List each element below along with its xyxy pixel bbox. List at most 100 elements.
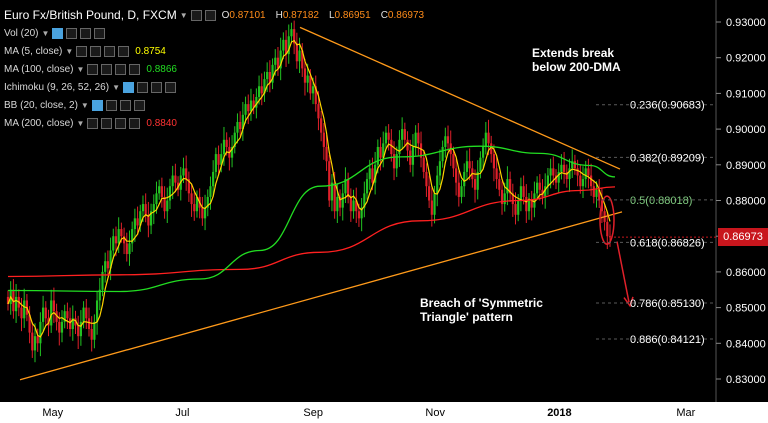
candle-body	[217, 154, 220, 165]
candle-body	[82, 307, 85, 322]
indicator-row-ma5[interactable]: MA (5, close) ▼ 0.8754	[4, 42, 428, 60]
candle-body	[425, 171, 428, 187]
x-tick-label: Nov	[425, 407, 445, 419]
close-icon[interactable]	[164, 81, 176, 93]
ohlc-high-value: 0.87182	[282, 9, 319, 21]
candle-body	[376, 146, 379, 165]
candle-body	[93, 321, 96, 340]
candle-body	[479, 157, 482, 172]
candle-body	[395, 154, 398, 169]
settings-icon[interactable]	[101, 63, 113, 75]
candle-body	[136, 218, 139, 226]
chevron-down-icon[interactable]: ▼	[41, 28, 50, 38]
ma100-line	[7, 145, 616, 293]
ma200-line	[7, 186, 616, 278]
chevron-down-icon[interactable]: ▼	[80, 100, 89, 110]
candle-body	[484, 132, 487, 147]
candle-body	[249, 100, 253, 112]
candle-body	[430, 200, 433, 215]
candle-body	[68, 318, 72, 330]
close-icon[interactable]	[129, 117, 141, 129]
ohlc-close-label: C	[380, 9, 388, 21]
legend: Euro Fx/British Pound, D, FXCM ▼ O 0.8710…	[4, 6, 428, 132]
options-icon[interactable]	[204, 9, 216, 21]
chevron-down-icon[interactable]: ▼	[179, 10, 188, 20]
candle-body	[60, 321, 64, 333]
x-tick-label: May	[42, 407, 63, 419]
candle-body	[255, 96, 258, 108]
indicator-row-volume[interactable]: Vol (20) ▼	[4, 24, 428, 42]
chevron-down-icon[interactable]: ▼	[76, 118, 85, 128]
settings-icon[interactable]	[101, 117, 113, 129]
eye-icon[interactable]	[122, 81, 134, 93]
candle-body	[320, 118, 323, 133]
candle-body	[495, 168, 498, 180]
candle-body	[330, 182, 334, 201]
settings-icon[interactable]	[66, 27, 78, 39]
candle-body	[252, 100, 255, 108]
eye-icon[interactable]	[52, 27, 64, 39]
candle-body	[455, 168, 458, 183]
candle-body	[247, 104, 250, 112]
symbol-row: Euro Fx/British Pound, D, FXCM ▼ O 0.8710…	[4, 6, 428, 24]
y-tick-label: 0.93000	[726, 17, 766, 29]
candle-body	[306, 75, 309, 83]
add-icon[interactable]	[119, 99, 131, 111]
candle-body	[236, 121, 239, 133]
close-icon[interactable]	[118, 45, 130, 57]
add-icon[interactable]	[104, 45, 116, 57]
eye-icon[interactable]	[87, 63, 99, 75]
candle-body	[563, 164, 566, 172]
candle-body	[212, 171, 215, 187]
add-icon[interactable]	[115, 63, 127, 75]
price-axis-bg	[716, 0, 768, 423]
indicator-row-bb[interactable]: BB (20, close, 2) ▼	[4, 96, 428, 114]
add-icon[interactable]	[80, 27, 92, 39]
x-tick-label: Jul	[175, 407, 189, 419]
eye-icon[interactable]	[87, 117, 99, 129]
add-icon[interactable]	[115, 117, 127, 129]
close-icon[interactable]	[133, 99, 145, 111]
settings-icon[interactable]	[190, 9, 202, 21]
candle-body	[141, 204, 145, 212]
candle-body	[301, 50, 304, 69]
ohlc-open-label: O	[221, 9, 230, 21]
candle-body	[500, 189, 504, 205]
candle-body	[66, 311, 69, 319]
y-tick-label: 0.86000	[726, 267, 766, 279]
add-icon[interactable]	[150, 81, 162, 93]
eye-icon[interactable]	[76, 45, 88, 57]
indicator-row-ma200[interactable]: MA (200, close) ▼ 0.8840	[4, 114, 428, 132]
candle-body	[20, 307, 23, 319]
candle-body	[271, 64, 274, 83]
close-icon[interactable]	[129, 63, 141, 75]
fib-level-label: 0.5(0.88018)	[630, 195, 692, 207]
y-tick-label: 0.84000	[726, 338, 766, 350]
candle-body	[185, 168, 188, 180]
candle-body	[282, 39, 285, 51]
chevron-down-icon[interactable]: ▼	[76, 64, 85, 74]
candle-body	[266, 71, 269, 80]
lower-trendline	[19, 211, 623, 381]
candle-body	[401, 129, 404, 140]
candle-body	[284, 39, 288, 55]
indicator-row-ichimoku[interactable]: Ichimoku (9, 26, 52, 26) ▼	[4, 78, 428, 96]
settings-icon[interactable]	[105, 99, 117, 111]
candle-body	[514, 204, 517, 215]
candle-body	[109, 250, 112, 269]
candle-body	[293, 29, 296, 44]
close-icon[interactable]	[94, 27, 106, 39]
settings-icon[interactable]	[90, 45, 102, 57]
fib-level-label: 0.886(0.84121)	[630, 334, 705, 346]
candle-body	[414, 132, 417, 147]
chevron-down-icon[interactable]: ▼	[65, 46, 74, 56]
eye-icon[interactable]	[91, 99, 103, 111]
chevron-down-icon[interactable]: ▼	[112, 82, 120, 92]
candle-body	[14, 296, 18, 312]
settings-icon[interactable]	[136, 81, 148, 93]
candle-body	[287, 36, 290, 55]
candle-body	[114, 236, 118, 244]
indicator-row-ma100[interactable]: MA (100, close) ▼ 0.8866	[4, 60, 428, 78]
time-axis-bg	[0, 402, 768, 423]
